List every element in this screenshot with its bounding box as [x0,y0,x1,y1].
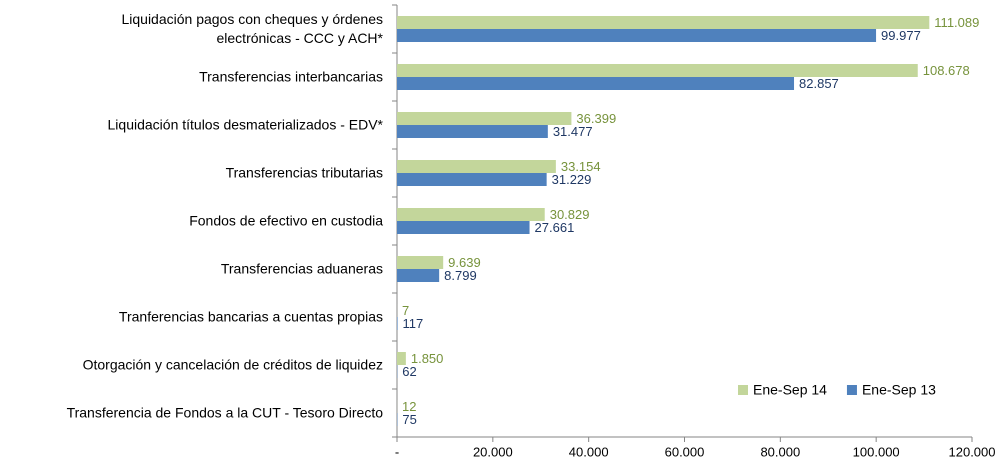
bar [397,317,398,330]
category-label: Fondos de efectivo en custodia [189,212,383,229]
value-label: 1.850 [411,351,444,366]
bar [397,29,877,42]
value-label: 99.977 [881,28,921,43]
legend-label: Ene-Sep 14 [753,382,827,398]
bar [397,112,572,125]
value-label: 8.799 [444,268,477,283]
value-label: 27.661 [535,220,575,235]
value-label: 12 [402,399,416,414]
legend-swatch [846,385,857,395]
bar [397,64,918,77]
bar [397,16,930,29]
value-label: 30.829 [550,207,590,222]
value-label: 31.477 [553,124,593,139]
x-tick-label: 60.000 [665,444,705,459]
value-label: 108.678 [923,63,970,78]
bar [397,77,795,90]
bar [397,256,444,269]
category-label: Otorgación y cancelación de créditos de … [82,356,383,373]
x-tick-label: 40.000 [569,444,609,459]
value-label: 33.154 [561,159,601,174]
value-label: 117 [403,316,424,331]
bar [397,352,406,365]
category-label: Transferencias tributarias [225,164,383,181]
category-label: Liquidación pagos con cheques y órdenes … [121,11,383,46]
value-label: 7 [402,303,409,318]
bar [397,221,530,234]
x-tick-label: 20.000 [473,444,513,459]
value-label: 75 [402,412,416,427]
x-tick-label: - [395,444,399,459]
value-label: 62 [402,364,416,379]
bar [397,125,548,138]
category-label: Transferencia de Fondos a la CUT - Tesor… [66,404,383,421]
category-label: Transferencias aduaneras [220,260,383,277]
category-label: Tranferencias bancarias a cuentas propia… [118,308,383,325]
bar [397,208,545,221]
value-label: 36.399 [576,111,616,126]
x-tick-label: 120.000 [949,444,996,459]
legend-swatch [738,385,748,395]
value-label: 82.857 [799,76,839,91]
category-label: Transferencias interbancarias [199,68,383,85]
value-label: 31.229 [552,172,592,187]
bar [397,173,547,186]
category-label: Liquidación títulos desmaterializados - … [107,116,383,133]
legend-label: Ene-Sep 13 [862,382,936,398]
value-label: 9.639 [448,255,481,270]
value-label: 111.089 [934,15,979,30]
x-tick-label: 100.000 [853,444,900,459]
x-tick-label: 80.000 [760,444,800,459]
bar [397,269,440,282]
bar [397,160,556,173]
